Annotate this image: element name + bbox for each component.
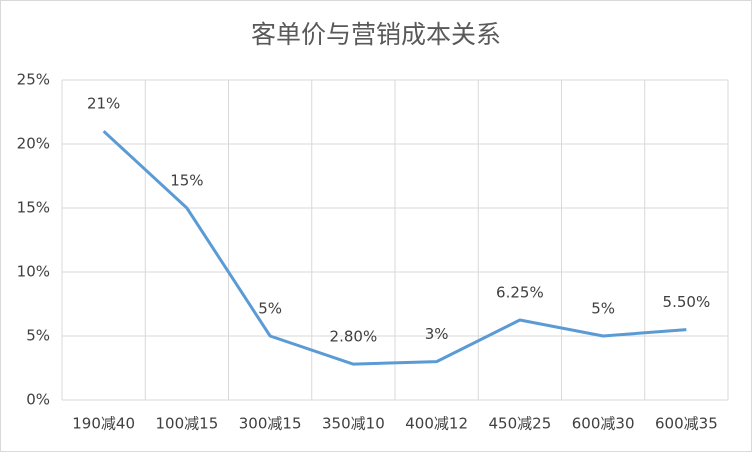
- y-tick-label: 25%: [17, 71, 50, 89]
- data-label: 2.80%: [330, 328, 378, 346]
- y-tick-label: 15%: [17, 199, 50, 217]
- y-tick-label: 5%: [26, 327, 50, 345]
- y-tick-label: 10%: [17, 263, 50, 281]
- x-tick-label: 450减25: [489, 415, 552, 433]
- data-label: 5%: [591, 300, 615, 318]
- chart-title: 客单价与营销成本关系: [251, 20, 501, 49]
- x-tick-label: 350减10: [322, 415, 385, 433]
- x-tick-label: 100减15: [156, 415, 219, 433]
- y-tick-label: 20%: [17, 135, 50, 153]
- data-label: 21%: [87, 95, 120, 113]
- data-label: 5%: [258, 300, 282, 318]
- x-tick-label: 600减35: [655, 415, 718, 433]
- data-label: 3%: [425, 325, 449, 343]
- x-tick-label: 600减30: [572, 415, 635, 433]
- x-tick-label: 300减15: [239, 415, 302, 433]
- data-label: 6.25%: [496, 284, 544, 302]
- data-line: [102, 130, 687, 366]
- y-tick-label: 0%: [26, 391, 50, 409]
- data-label: 15%: [170, 172, 203, 190]
- x-tick-label: 400减12: [405, 415, 468, 433]
- x-tick-label: 190减40: [72, 415, 135, 433]
- data-label: 5.50%: [663, 293, 711, 311]
